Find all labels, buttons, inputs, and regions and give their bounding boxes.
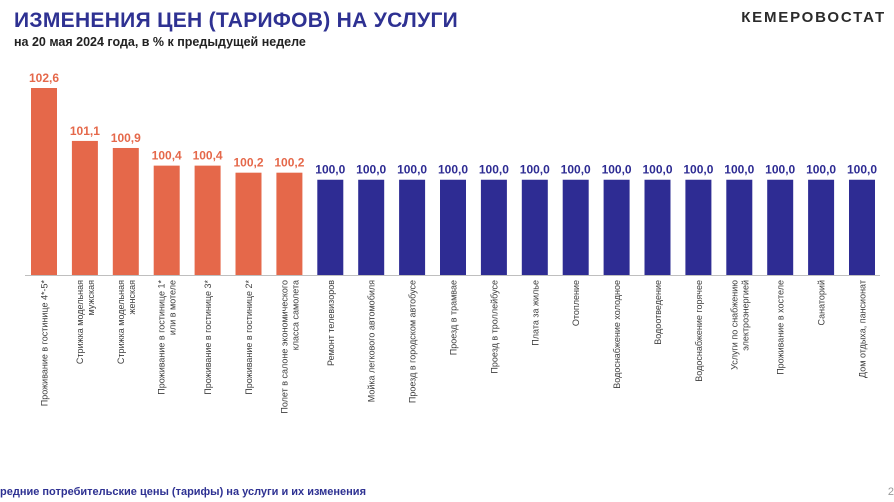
category-label-line: мужская — [86, 280, 96, 316]
category-label-line: Услуги по снабжению — [729, 280, 739, 370]
bar — [644, 179, 671, 275]
category-label-line: Водоснабжение холодное — [612, 280, 622, 389]
bar — [440, 179, 466, 275]
bar — [112, 147, 139, 275]
data-label: 100,0 — [356, 163, 386, 177]
page-subtitle: на 20 мая 2024 года, в % к предыдущей не… — [14, 35, 306, 49]
data-label: 100,0 — [602, 163, 632, 177]
bar — [726, 179, 753, 275]
data-label: 100,0 — [520, 163, 550, 177]
category-label-line: Водоснабжение горячее — [694, 280, 704, 382]
data-label: 100,0 — [397, 163, 427, 177]
bar — [685, 179, 712, 275]
bar — [767, 179, 794, 275]
bar — [603, 179, 630, 275]
category-label: Проживание в гостинице 4*-5* — [40, 280, 50, 407]
bar — [194, 165, 221, 275]
category-label: Водоснабжение холодное — [612, 280, 622, 389]
category-label-line: Стрижка модельная — [75, 280, 85, 364]
data-label: 100,4 — [193, 149, 223, 163]
category-label-line: Дом отдыха, пансионат — [858, 280, 868, 378]
brand-logo: КЕМЕРОВОСТАТ — [741, 9, 886, 26]
category-label: Проживание в хостеле — [776, 280, 786, 375]
category-label: Полет в салоне экономического класса само… — [279, 280, 300, 414]
category-label: Санаторий — [817, 280, 827, 325]
category-label-line: класса самолета — [290, 280, 300, 350]
category-label-line: электроэнергией — [740, 280, 750, 351]
category-label: Стрижка модельная мужская — [75, 280, 96, 364]
data-label: 100,0 — [765, 163, 795, 177]
category-label-line: или в мотеле — [168, 280, 178, 335]
bar — [849, 179, 875, 275]
data-label: 100,2 — [274, 156, 304, 170]
page-title: ИЗМЕНЕНИЯ ЦЕН (ТАРИФОВ) НА УСЛУГИ — [14, 9, 459, 32]
category-label: Плата за жилье — [530, 280, 540, 346]
category-label-line: Водоотведение — [653, 280, 663, 345]
category-label: Проживание в гостинице 1* или в мотеле — [157, 280, 178, 395]
category-label-line: Проживание в гостинице 1* — [157, 280, 167, 395]
category-label-line: Проезд в троллейбусе — [489, 280, 499, 374]
data-label: 100,9 — [111, 131, 141, 145]
category-label: Услуги по снабжению электроэнергией — [729, 280, 750, 370]
data-label: 102,6 — [29, 71, 59, 85]
category-label-line: Проживание в гостинице 4*-5* — [40, 280, 50, 407]
data-label: 100,0 — [642, 163, 672, 177]
category-label-line: женская — [127, 280, 137, 315]
bar — [521, 179, 548, 275]
category-label: Мойка легкового автомобиля — [367, 280, 377, 402]
bar — [153, 165, 180, 275]
data-label: 100,0 — [479, 163, 509, 177]
category-label: Стрижка модельная женская — [116, 280, 137, 364]
bar — [480, 179, 507, 275]
data-label: 101,1 — [70, 124, 100, 138]
category-label: Проживание в гостинице 2* — [244, 280, 254, 395]
data-label: 100,0 — [847, 163, 877, 177]
bar — [317, 179, 344, 275]
category-label: Проживание в гостинице 3* — [203, 280, 213, 395]
data-label: 100,0 — [315, 163, 345, 177]
bar — [71, 140, 98, 275]
bar — [276, 172, 303, 275]
data-label: 100,0 — [438, 163, 468, 177]
data-label: 100,0 — [806, 163, 836, 177]
category-label-line: Санаторий — [817, 280, 827, 325]
bar — [358, 179, 385, 275]
category-label: Водоснабжение горячее — [694, 280, 704, 382]
data-label: 100,0 — [561, 163, 591, 177]
category-label: Дом отдыха, пансионат — [858, 280, 868, 378]
category-label-line: Плата за жилье — [530, 280, 540, 346]
category-label: Отопление — [571, 280, 581, 326]
category-label-line: Стрижка модельная — [116, 280, 126, 364]
bar — [562, 179, 589, 275]
bar-chart: 102,6 Проживание в гостинице 4*-5* 101,1 Ст… — [25, 71, 880, 414]
category-label: Проезд в троллейбусе — [489, 280, 499, 374]
data-label: 100,0 — [683, 163, 713, 177]
bar — [235, 172, 262, 275]
category-label: Водоотведение — [653, 280, 663, 345]
category-label-line: Проживание в хостеле — [776, 280, 786, 375]
footer-text: редние потребительские цены (тарифы) на … — [0, 486, 366, 498]
category-label-line: Проезд в трамвае — [449, 280, 459, 355]
data-label: 100,4 — [152, 149, 182, 163]
category-label-line: Ремонт телевизоров — [326, 280, 336, 366]
category-label-line: Проживание в гостинице 3* — [203, 280, 213, 395]
data-label: 100,2 — [233, 156, 263, 170]
category-label: Проезд в городском автобусе — [408, 280, 418, 403]
data-label: 100,0 — [724, 163, 754, 177]
bar — [399, 179, 426, 275]
category-label-line: Отопление — [571, 280, 581, 326]
bar — [808, 179, 835, 275]
category-label-line: Полет в салоне экономического — [279, 280, 289, 414]
category-label: Проезд в трамвае — [449, 280, 459, 355]
category-label: Ремонт телевизоров — [326, 280, 336, 366]
category-label-line: Проезд в городском автобусе — [408, 280, 418, 403]
category-label-line: Проживание в гостинице 2* — [244, 280, 254, 395]
category-label-line: Мойка легкового автомобиля — [367, 280, 377, 402]
page-number: 2 — [887, 486, 894, 498]
bar — [31, 88, 57, 275]
